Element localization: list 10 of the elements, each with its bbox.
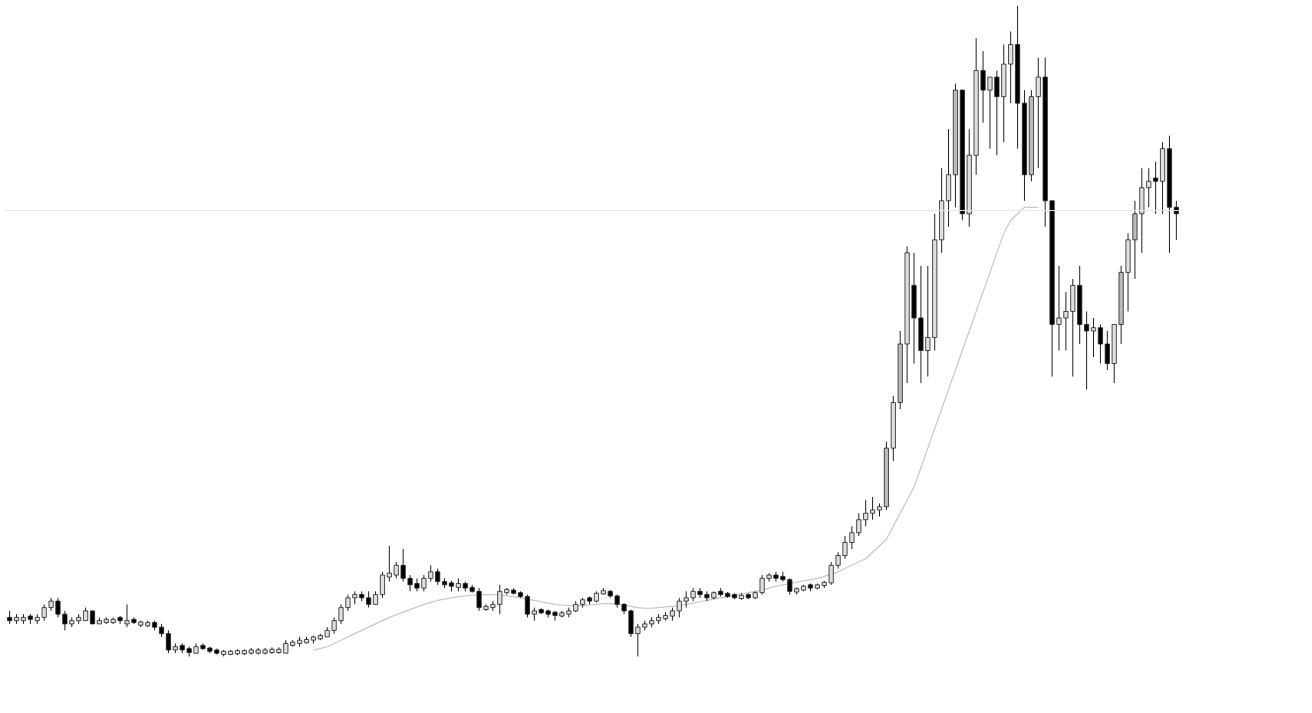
candlestick xyxy=(1090,317,1097,358)
candlestick xyxy=(1084,310,1090,391)
candlestick xyxy=(524,594,530,618)
candlestick xyxy=(676,597,682,618)
candlestick xyxy=(1097,323,1103,365)
candlestick xyxy=(379,571,385,599)
candlestick xyxy=(863,499,869,527)
candlestick xyxy=(165,629,171,654)
candlestick xyxy=(856,512,862,537)
candlestick xyxy=(870,496,876,521)
